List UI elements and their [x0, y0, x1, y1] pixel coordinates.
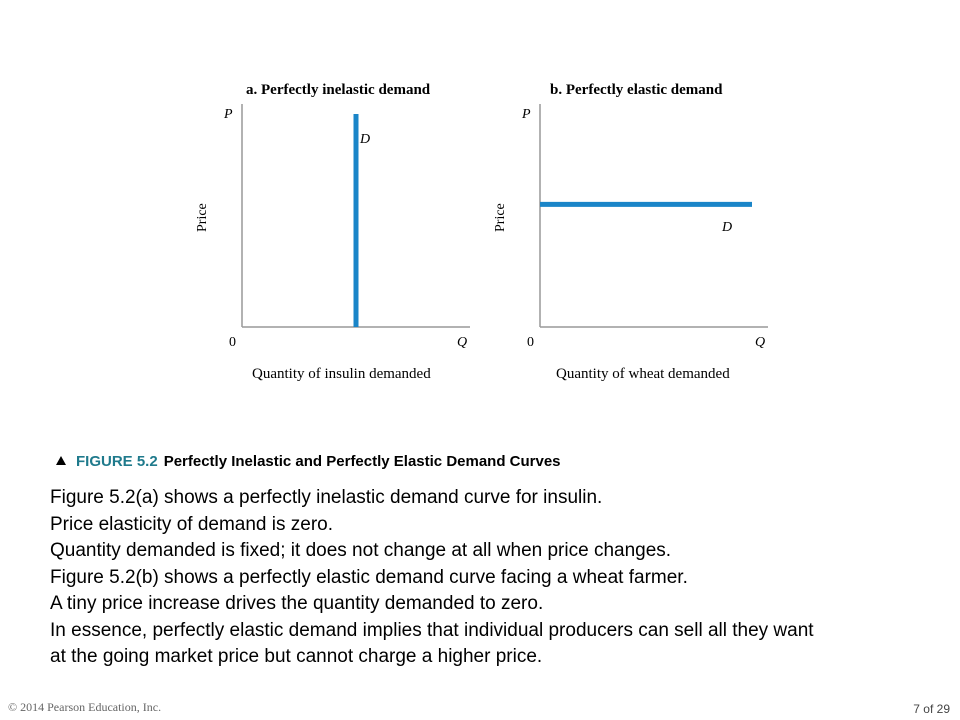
body-line: Figure 5.2(a) shows a perfectly inelasti… — [50, 487, 603, 508]
figure-caption-title: Perfectly Inelastic and Perfectly Elasti… — [163, 453, 561, 470]
chart-a-origin-label: 0 — [229, 335, 236, 350]
page-number: 7 of 29 — [913, 702, 950, 716]
body-text: Figure 5.2(a) shows a perfectly inelasti… — [50, 485, 930, 671]
body-line: Figure 5.2(b) shows a perfectly elastic … — [50, 566, 688, 588]
body-line: Price elasticity of demand is zero. — [50, 513, 334, 535]
triangle-up-icon — [56, 456, 66, 465]
body-line: Quantity demanded is fixed; it does not … — [50, 540, 672, 561]
figure-caption: FIGURE 5.2 Perfectly Inelastic and Perfec… — [56, 453, 561, 470]
chart-a-curve-label: D — [359, 132, 370, 147]
chart-a: a. Perfectly inelastic demand P Price D … — [195, 82, 470, 382]
chart-b-title: b. Perfectly elastic demand — [550, 82, 723, 98]
chart-a-xlabel: Quantity of insulin demanded — [252, 366, 431, 382]
chart-a-x-symbol: Q — [457, 335, 467, 350]
copyright-text: © 2014 Pearson Education, Inc. — [8, 700, 162, 714]
figure-number: FIGURE 5.2 — [76, 453, 158, 470]
chart-b-curve-label: D — [721, 220, 732, 235]
chart-b-xlabel: Quantity of wheat demanded — [556, 366, 730, 382]
chart-a-y-symbol: P — [223, 107, 233, 122]
body-line: at the going market price but cannot cha… — [50, 646, 543, 667]
body-line: In essence, perfectly elastic demand imp… — [50, 619, 814, 641]
figure-charts: a. Perfectly inelastic demand P Price D … — [195, 82, 768, 382]
body-line: A tiny price increase drives the quantit… — [50, 593, 544, 614]
chart-a-title: a. Perfectly inelastic demand — [246, 82, 431, 98]
chart-b-ylabel: Price — [493, 203, 508, 232]
chart-b-x-symbol: Q — [755, 335, 765, 350]
chart-a-ylabel: Price — [195, 203, 210, 232]
chart-b-y-symbol: P — [521, 107, 531, 122]
chart-b-origin-label: 0 — [527, 335, 534, 350]
chart-b: b. Perfectly elastic demand P Price D 0 … — [493, 82, 768, 382]
